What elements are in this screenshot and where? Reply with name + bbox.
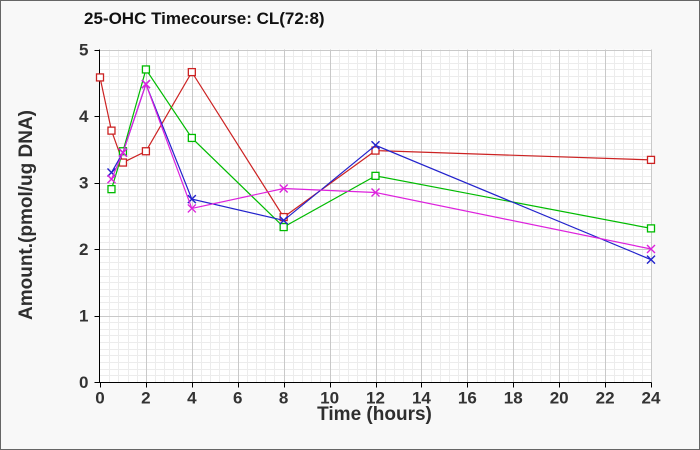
x-tick-label: 10 [320, 389, 339, 408]
y-axis-label: Amount.(pmol/ug DNA) [16, 109, 37, 321]
y-tick-label: 2 [79, 240, 88, 259]
series-magenta-crosses [106, 79, 656, 254]
x-axis-label: Time (hours) [317, 404, 432, 425]
blue-crosses-marker [646, 255, 656, 265]
green-squares-marker [646, 224, 656, 233]
x-tick-label: 4 [187, 389, 197, 408]
green-squares-marker [371, 171, 380, 181]
magenta-crosses-marker [646, 244, 656, 254]
magenta-crosses-marker [106, 174, 116, 184]
y-tick-label: 5 [79, 41, 88, 60]
red-squares-marker [371, 146, 380, 155]
y-tick-label: 1 [79, 307, 88, 326]
chart-title: 25-OHC Timecourse: CL(72:8) [84, 9, 325, 28]
y-tick-label: 4 [79, 107, 89, 126]
green-squares-marker [141, 65, 151, 74]
x-tick-label: 12 [366, 389, 385, 408]
x-tick-label: 2 [141, 389, 150, 408]
red-squares-marker [95, 73, 105, 82]
x-tick-label: 14 [412, 389, 431, 408]
green-squares-marker [279, 222, 288, 232]
magenta-crosses-marker [279, 183, 289, 193]
series-red-squares-line [99, 70, 652, 218]
x-tick-label: 22 [596, 389, 615, 408]
red-squares-marker [107, 126, 116, 135]
magenta-crosses-marker [118, 148, 128, 158]
y-tick-label: 0 [79, 373, 88, 392]
blue-crosses-marker [371, 140, 380, 150]
red-squares-marker [646, 155, 656, 165]
grid-major [99, 49, 652, 383]
magenta-crosses-marker [141, 79, 151, 89]
magenta-crosses-marker [371, 187, 380, 197]
x-tick-label: 20 [550, 389, 569, 408]
x-tick-label: 24 [642, 389, 661, 408]
x-tick-label: 8 [279, 389, 288, 408]
x-tick-label: 0 [95, 389, 104, 408]
red-squares-marker [141, 147, 151, 156]
tick-marks [94, 50, 652, 388]
blue-crosses-marker [106, 168, 116, 178]
magenta-crosses-marker [187, 203, 197, 213]
x-tick-label: 6 [233, 389, 242, 408]
green-squares-marker [107, 184, 116, 194]
x-tick-label: 16 [458, 389, 477, 408]
series-red-squares [95, 67, 656, 222]
green-squares-marker [187, 133, 196, 143]
red-squares-marker [187, 67, 196, 77]
blue-crosses-marker [279, 215, 289, 225]
y-tick-label: 3 [79, 174, 88, 193]
x-tick-label: 18 [504, 389, 523, 408]
